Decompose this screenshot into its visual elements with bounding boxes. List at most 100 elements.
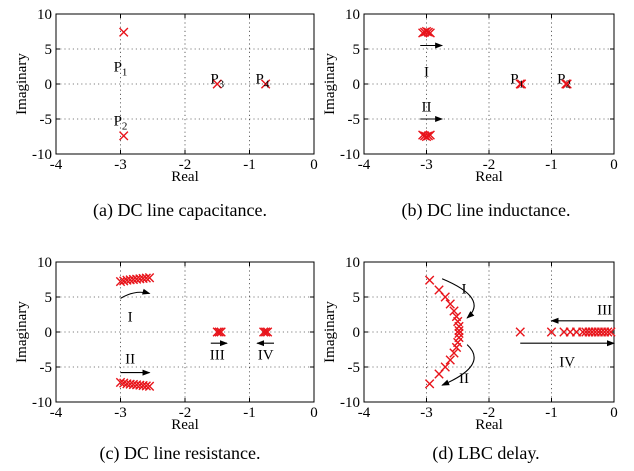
annotation-label: II xyxy=(125,352,135,368)
data-point xyxy=(546,327,557,337)
x-axis-label: Real xyxy=(171,169,199,185)
data-point xyxy=(260,79,271,89)
annotation-label: IV xyxy=(559,354,575,370)
data-point xyxy=(260,327,271,337)
y-tick-label: 0 xyxy=(353,325,361,341)
x-tick-label: -2 xyxy=(483,405,496,421)
y-tick-label: -5 xyxy=(348,112,361,128)
data-point xyxy=(425,130,435,140)
y-tick-label: -5 xyxy=(40,112,53,128)
data-point xyxy=(515,79,525,89)
annotation-label: P4 xyxy=(255,71,269,90)
data-point xyxy=(216,327,226,337)
y-tick-label: 10 xyxy=(37,7,52,23)
annotation-label: P2 xyxy=(557,71,571,90)
data-point xyxy=(144,381,155,391)
y-axis-label: Imaginary xyxy=(14,301,30,363)
data-point xyxy=(562,79,572,89)
panel-caption: (a) DC line capacitance. xyxy=(93,200,267,221)
data-point xyxy=(214,327,224,337)
data-point xyxy=(451,342,462,353)
data-point xyxy=(454,321,464,332)
data-point xyxy=(423,131,434,141)
y-tick-label: -10 xyxy=(32,395,52,411)
chart-panel-4: -4 -3 -2 -1 0-10-50510RealImaginaryIIIIIIIV(… xyxy=(322,255,618,464)
data-point xyxy=(424,275,435,285)
x-tick-label: -3 xyxy=(420,157,433,173)
data-point xyxy=(212,327,222,337)
x-tick-label: -4 xyxy=(50,405,63,421)
direction-arrow xyxy=(441,344,475,386)
x-tick-label: -4 xyxy=(358,157,371,173)
data-point xyxy=(119,131,129,141)
data-point xyxy=(423,27,434,37)
annotation-label: III xyxy=(597,303,612,319)
data-point xyxy=(445,299,455,309)
x-tick-label: -4 xyxy=(50,157,63,173)
x-tick-label: -1 xyxy=(545,405,558,421)
y-tick-label: 0 xyxy=(45,77,53,93)
annotation-label: II xyxy=(422,99,432,115)
data-point xyxy=(425,28,435,38)
data-point xyxy=(449,306,459,316)
x-tick-label: 0 xyxy=(610,157,618,173)
annotation-label: IV xyxy=(258,347,274,363)
data-point xyxy=(262,327,273,337)
y-axis-label: Imaginary xyxy=(322,53,338,115)
data-point xyxy=(434,369,444,379)
y-tick-label: 0 xyxy=(353,77,361,93)
y-tick-label: -5 xyxy=(348,360,361,376)
y-tick-label: 5 xyxy=(45,42,53,58)
annotation-label: II xyxy=(459,371,469,387)
y-tick-label: 10 xyxy=(345,255,360,271)
direction-arrow xyxy=(441,278,475,319)
data-point xyxy=(449,348,459,358)
x-tick-label: -1 xyxy=(243,157,256,173)
y-axis-label: Imaginary xyxy=(322,301,338,363)
data-point xyxy=(445,355,455,365)
x-tick-label: -1 xyxy=(545,157,558,173)
direction-arrow xyxy=(120,288,151,299)
data-point xyxy=(454,325,464,336)
y-tick-label: 0 xyxy=(45,325,53,341)
x-tick-label: -4 xyxy=(358,405,371,421)
annotation-label: I xyxy=(128,310,133,326)
data-point xyxy=(516,79,527,89)
data-point xyxy=(141,273,151,283)
data-point xyxy=(440,292,450,302)
x-axis-label: Real xyxy=(171,417,199,433)
x-tick-label: -2 xyxy=(483,157,496,173)
y-tick-label: -10 xyxy=(32,147,52,163)
panel-caption: (d) LBC delay. xyxy=(432,443,539,464)
annotation-label: P2 xyxy=(114,113,128,132)
data-point xyxy=(515,327,525,337)
annotation-label: P1 xyxy=(510,71,524,90)
annotation-label: I xyxy=(424,64,429,80)
x-tick-label: -2 xyxy=(179,405,192,421)
x-tick-label: -3 xyxy=(420,405,433,421)
y-tick-label: -5 xyxy=(40,360,53,376)
y-axis-label: Imaginary xyxy=(14,53,30,115)
data-point xyxy=(258,327,269,337)
annotation-label: P3 xyxy=(210,71,224,90)
y-tick-label: -10 xyxy=(340,395,360,411)
data-point xyxy=(424,379,435,389)
annotation-label: I xyxy=(462,282,467,298)
panel-caption: (b) DC line inductance. xyxy=(402,200,571,221)
y-tick-label: 10 xyxy=(37,255,52,271)
x-tick-label: 0 xyxy=(310,405,318,421)
y-tick-label: 10 xyxy=(345,7,360,23)
data-point xyxy=(212,79,222,89)
data-point xyxy=(561,79,571,89)
x-tick-label: -2 xyxy=(179,157,192,173)
annotation-label: P1 xyxy=(114,60,128,79)
y-tick-label: 5 xyxy=(45,290,53,306)
x-tick-label: -1 xyxy=(243,405,256,421)
data-point xyxy=(141,381,151,391)
x-tick-label: -3 xyxy=(114,405,127,421)
y-tick-label: 5 xyxy=(353,290,361,306)
